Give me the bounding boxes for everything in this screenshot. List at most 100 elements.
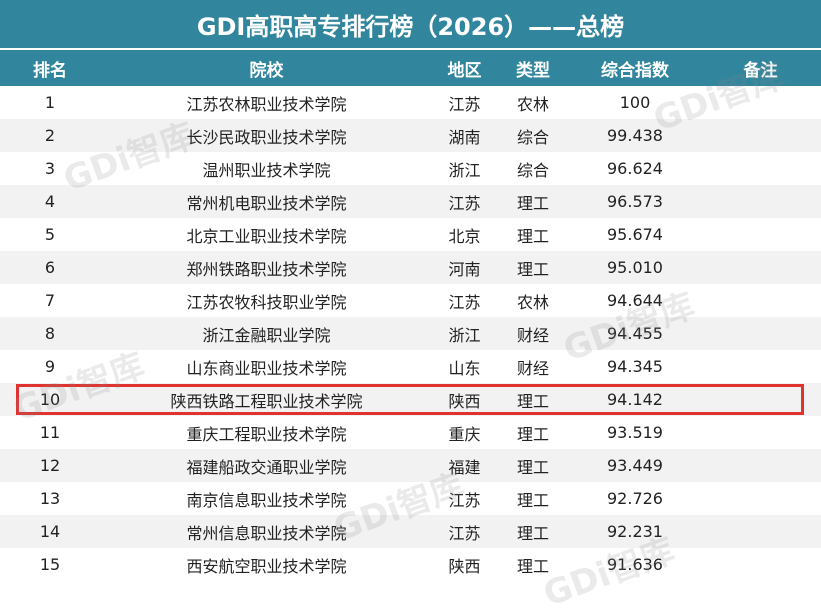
header-note: 备注	[743, 60, 778, 81]
cell-index: 96.573	[607, 192, 663, 211]
cell-region: 陕西	[448, 391, 481, 411]
table-row: 15 西安航空职业技术学院 陕西 理工 91.636	[0, 548, 821, 581]
cell-rank: 7	[44, 291, 56, 310]
cell-type: 理工	[516, 193, 549, 213]
cell-type: 财经	[516, 325, 549, 345]
cell-note	[700, 416, 821, 449]
cell-school: 重庆工程职业技术学院	[186, 424, 347, 444]
cell-rank: 6	[44, 258, 56, 277]
cell-note	[700, 350, 821, 383]
cell-rank: 9	[44, 357, 56, 376]
cell-school: 北京工业职业技术学院	[186, 226, 347, 246]
cell-type: 理工	[516, 424, 549, 444]
cell-note	[700, 482, 821, 515]
cell-region: 江苏	[448, 490, 481, 510]
cell-index: 96.624	[607, 159, 663, 178]
table-row: 12 福建船政交通职业学院 福建 理工 93.449	[0, 449, 821, 482]
cell-index: 91.636	[607, 555, 663, 574]
cell-index: 92.726	[607, 489, 663, 508]
cell-type: 农林	[516, 94, 549, 114]
cell-index: 95.010	[607, 258, 663, 277]
cell-rank: 13	[39, 489, 61, 508]
cell-school: 西安航空职业技术学院	[186, 556, 347, 576]
table-row: 8 浙江金融职业学院 浙江 财经 94.455	[0, 317, 821, 350]
cell-type: 理工	[516, 391, 549, 411]
cell-region: 河南	[448, 259, 481, 279]
cell-school: 长沙民政职业技术学院	[186, 127, 347, 147]
cell-rank: 10	[39, 390, 61, 409]
cell-school: 江苏农牧科技职业学院	[186, 292, 347, 312]
cell-note	[700, 86, 821, 119]
cell-rank: 15	[39, 555, 61, 574]
cell-note	[700, 548, 821, 581]
cell-index: 93.449	[607, 456, 663, 475]
cell-region: 江苏	[448, 292, 481, 312]
cell-type: 综合	[516, 127, 549, 147]
cell-rank: 11	[39, 423, 61, 442]
cell-rank: 4	[44, 192, 56, 211]
cell-region: 江苏	[448, 94, 481, 114]
table-row: 10 陕西铁路工程职业技术学院 陕西 理工 94.142	[0, 383, 821, 416]
cell-type: 理工	[516, 226, 549, 246]
header-rank: 排名	[33, 60, 67, 81]
cell-rank: 3	[44, 159, 56, 178]
cell-region: 江苏	[448, 193, 481, 213]
cell-rank: 1	[44, 93, 56, 112]
table-row: 5 北京工业职业技术学院 北京 理工 95.674	[0, 218, 821, 251]
cell-type: 农林	[516, 292, 549, 312]
cell-region: 浙江	[448, 325, 481, 345]
table-row: 2 长沙民政职业技术学院 湖南 综合 99.438	[0, 119, 821, 152]
cell-rank: 14	[39, 522, 61, 541]
table-row: 1 江苏农林职业技术学院 江苏 农林 100	[0, 86, 821, 119]
cell-index: 94.644	[607, 291, 663, 310]
cell-type: 理工	[516, 259, 549, 279]
cell-type: 理工	[516, 556, 549, 576]
table-header: 排名 院校 地区 类型 综合指数 备注	[0, 50, 821, 86]
cell-note	[700, 317, 821, 350]
cell-region: 江苏	[448, 523, 481, 543]
cell-note	[700, 152, 821, 185]
table-row: 3 温州职业技术学院 浙江 综合 96.624	[0, 152, 821, 185]
cell-school: 陕西铁路工程职业技术学院	[170, 391, 363, 411]
cell-note	[700, 185, 821, 218]
cell-index: 94.345	[607, 357, 663, 376]
cell-region: 浙江	[448, 160, 481, 180]
header-index: 综合指数	[601, 60, 669, 81]
cell-index: 94.142	[607, 390, 663, 409]
table-row: 13 南京信息职业技术学院 江苏 理工 92.726	[0, 482, 821, 515]
cell-index: 100	[619, 93, 651, 112]
table-body: 1 江苏农林职业技术学院 江苏 农林 100 2 长沙民政职业技术学院 湖南 综合 99.438 3…	[0, 86, 821, 581]
cell-region: 湖南	[448, 127, 481, 147]
cell-type: 综合	[516, 160, 549, 180]
cell-school: 常州机电职业技术学院	[186, 193, 347, 213]
cell-school: 浙江金融职业学院	[202, 325, 331, 345]
cell-type: 理工	[516, 523, 549, 543]
cell-note	[700, 383, 821, 416]
cell-note	[700, 218, 821, 251]
cell-school: 南京信息职业技术学院	[186, 490, 347, 510]
cell-type: 理工	[516, 490, 549, 510]
cell-school: 山东商业职业技术学院	[186, 358, 347, 378]
cell-index: 93.519	[607, 423, 663, 442]
cell-index: 92.231	[607, 522, 663, 541]
cell-region: 北京	[448, 226, 481, 246]
cell-rank: 12	[39, 456, 61, 475]
header-region: 地区	[447, 60, 482, 81]
cell-region: 福建	[448, 457, 481, 477]
cell-region: 重庆	[448, 424, 481, 444]
cell-note	[700, 284, 821, 317]
cell-note	[700, 119, 821, 152]
cell-note	[700, 515, 821, 548]
cell-region: 陕西	[448, 556, 481, 576]
table-row: 11 重庆工程职业技术学院 重庆 理工 93.519	[0, 416, 821, 449]
table-row: 6 郑州铁路职业技术学院 河南 理工 95.010	[0, 251, 821, 284]
cell-note	[700, 449, 821, 482]
cell-region: 山东	[448, 358, 481, 378]
cell-index: 95.674	[607, 225, 663, 244]
table-row: 4 常州机电职业技术学院 江苏 理工 96.573	[0, 185, 821, 218]
page-title: GDI高职高专排行榜（2026）——总榜	[0, 0, 821, 50]
cell-type: 理工	[516, 457, 549, 477]
cell-school: 温州职业技术学院	[202, 160, 331, 180]
cell-school: 江苏农林职业技术学院	[186, 94, 347, 114]
cell-index: 99.438	[607, 126, 663, 145]
